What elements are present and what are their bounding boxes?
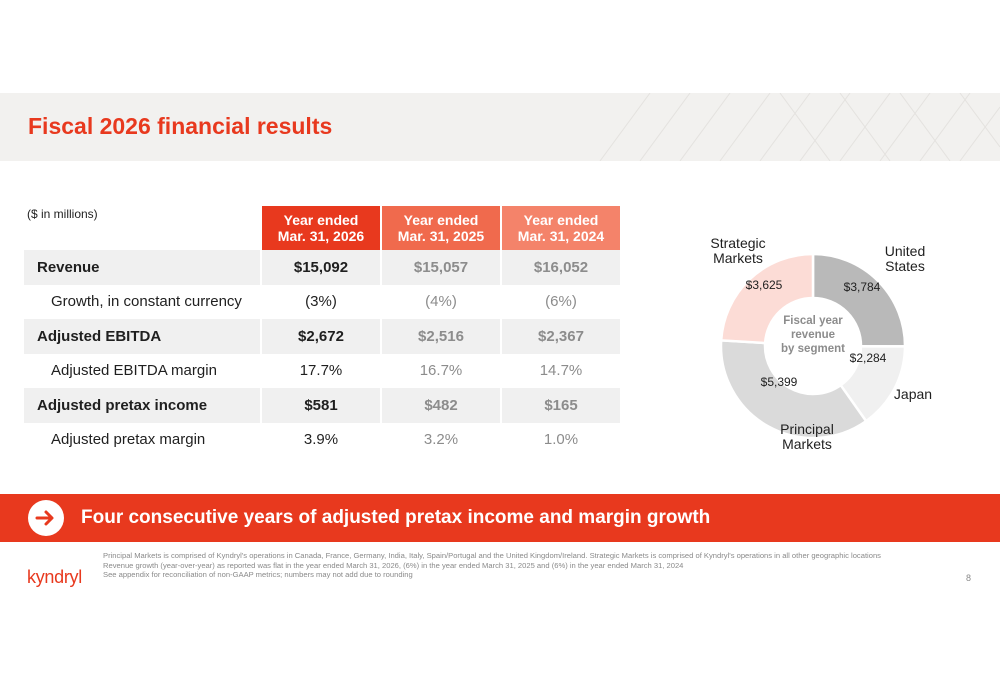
footnote: Revenue growth (year-over-year) as repor… bbox=[103, 560, 684, 570]
header-blank bbox=[24, 206, 261, 250]
column-header-2025: Year ended Mar. 31, 2025 bbox=[380, 206, 501, 250]
table-row-adjusted-ebitda: Adjusted EBITDA $2,672 $2,516 $2,367 bbox=[24, 319, 620, 354]
cell-value: $16,052 bbox=[500, 250, 620, 285]
slice-name-label: Strategic Markets bbox=[710, 235, 765, 266]
footnotes: Principal Markets is comprised of Kyndry… bbox=[103, 551, 881, 580]
donut-center-label: Fiscal year revenue by segment bbox=[781, 315, 845, 355]
cell-value: (3%) bbox=[260, 284, 381, 319]
banner-text: Four consecutive years of adjusted preta… bbox=[81, 507, 711, 528]
row-label: Adjusted EBITDA bbox=[24, 319, 261, 354]
row-label: Adjusted pretax income bbox=[24, 388, 261, 423]
footnote: Principal Markets is comprised of Kyndry… bbox=[103, 551, 881, 560]
table-row-growth: Growth, in constant currency (3%) (4%) (… bbox=[24, 284, 620, 319]
cell-value: (6%) bbox=[500, 284, 620, 319]
cell-value: (4%) bbox=[380, 284, 501, 319]
table-row-revenue: Revenue $15,092 $15,057 $16,052 bbox=[24, 250, 620, 285]
table-row-adjusted-pretax-income: Adjusted pretax income $581 $482 $165 bbox=[24, 388, 620, 423]
slice-value-label: $5,399 bbox=[761, 375, 798, 389]
cell-value: $15,092 bbox=[260, 250, 381, 285]
slice-value-label: $3,784 bbox=[844, 280, 881, 294]
cell-value: $2,516 bbox=[380, 319, 501, 354]
table-header-row: Year ended Mar. 31, 2026 Year ended Mar. 3… bbox=[24, 206, 620, 250]
row-label: Growth, in constant currency bbox=[51, 293, 242, 311]
slice-value-label: $2,284 bbox=[850, 351, 887, 365]
cell-value: 1.0% bbox=[500, 422, 620, 457]
title-band: Fiscal 2026 financial results bbox=[0, 93, 1000, 161]
footnote: See appendix for reconciliation of non-G… bbox=[103, 570, 413, 579]
cell-value: $2,367 bbox=[500, 319, 620, 354]
donut-slice bbox=[811, 252, 907, 348]
page-title: Fiscal 2026 financial results bbox=[28, 113, 333, 139]
units-note: ($ in millions) bbox=[27, 207, 98, 221]
kyndryl-logo: kyndryl bbox=[27, 567, 82, 587]
financial-results-table: Year ended Mar. 31, 2026 Year ended Mar. 3… bbox=[24, 206, 620, 457]
cell-value: $165 bbox=[500, 388, 620, 423]
cell-value: 14.7% bbox=[500, 353, 620, 388]
table-row-ebitda-margin: Adjusted EBITDA margin 17.7% 16.7% 14.7% bbox=[24, 353, 620, 388]
column-header-2024: Year ended Mar. 31, 2024 bbox=[500, 206, 620, 250]
cell-value: $482 bbox=[380, 388, 501, 423]
cell-value: 17.7% bbox=[260, 353, 381, 388]
decorative-hatch bbox=[599, 93, 1000, 161]
cell-value: 3.2% bbox=[380, 422, 501, 457]
cell-value: $2,672 bbox=[260, 319, 381, 354]
highlight-banner: Four consecutive years of adjusted preta… bbox=[0, 494, 1000, 542]
row-label: Revenue bbox=[24, 250, 261, 285]
donut-slice bbox=[719, 339, 868, 440]
slice-name-label: Principal Markets bbox=[780, 421, 834, 452]
arrow-right-icon bbox=[28, 500, 64, 536]
column-header-2026: Year ended Mar. 31, 2026 bbox=[260, 206, 381, 250]
row-label: Adjusted pretax margin bbox=[51, 431, 206, 449]
row-label: Adjusted EBITDA margin bbox=[51, 362, 217, 380]
slice-name-label: United States bbox=[885, 243, 925, 274]
table-row-pretax-margin: Adjusted pretax margin 3.9% 3.2% 1.0% bbox=[24, 422, 620, 457]
page-number: 8 bbox=[966, 573, 972, 583]
cell-value: $581 bbox=[260, 388, 381, 423]
revenue-by-segment-donut: $3,784 United States $2,284 Japan $5,399 Princ… bbox=[710, 235, 932, 452]
cell-value: 16.7% bbox=[380, 353, 501, 388]
slice-name-label: Japan bbox=[894, 386, 932, 402]
cell-value: $15,057 bbox=[380, 250, 501, 285]
donut-slice bbox=[719, 252, 815, 345]
slice-value-label: $3,625 bbox=[746, 278, 783, 292]
cell-value: 3.9% bbox=[260, 422, 381, 457]
